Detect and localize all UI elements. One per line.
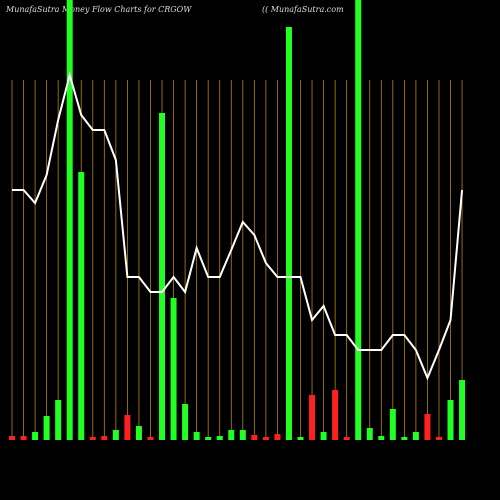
money-flow-line <box>12 71 464 381</box>
bar <box>378 436 385 440</box>
bar <box>332 390 339 440</box>
bar <box>43 416 50 440</box>
bar <box>459 380 466 440</box>
bar <box>20 436 27 440</box>
bar <box>239 430 246 440</box>
bar <box>447 400 454 440</box>
bar <box>205 437 212 440</box>
bar <box>424 414 431 440</box>
bar <box>159 113 166 440</box>
bar <box>366 428 373 440</box>
bar <box>216 436 223 440</box>
bar <box>401 437 408 440</box>
bar <box>193 432 200 440</box>
bar <box>285 27 292 440</box>
bar <box>55 400 62 440</box>
chart-title: MunafaSutra Money Flow Charts for CRGOW <box>5 5 192 14</box>
bar <box>101 436 108 440</box>
bar <box>32 432 39 440</box>
bar <box>78 172 85 440</box>
bar <box>412 432 419 440</box>
bar <box>228 430 235 440</box>
bar <box>182 404 189 440</box>
bar <box>274 434 281 440</box>
bar <box>355 0 362 440</box>
bar <box>66 0 73 440</box>
bar <box>262 437 269 440</box>
chart-subtitle: (( MunafaSutra.com <box>262 5 344 14</box>
bar <box>389 409 396 440</box>
bar <box>89 437 96 440</box>
bar <box>112 430 119 440</box>
bar <box>147 437 154 440</box>
bar <box>297 437 304 440</box>
bar <box>435 437 442 440</box>
bar <box>135 426 142 440</box>
bar <box>9 436 15 440</box>
bar <box>320 432 327 440</box>
bar <box>124 415 131 440</box>
bar <box>343 437 350 440</box>
bar <box>170 298 177 440</box>
bar <box>251 435 258 440</box>
bar <box>309 395 316 440</box>
